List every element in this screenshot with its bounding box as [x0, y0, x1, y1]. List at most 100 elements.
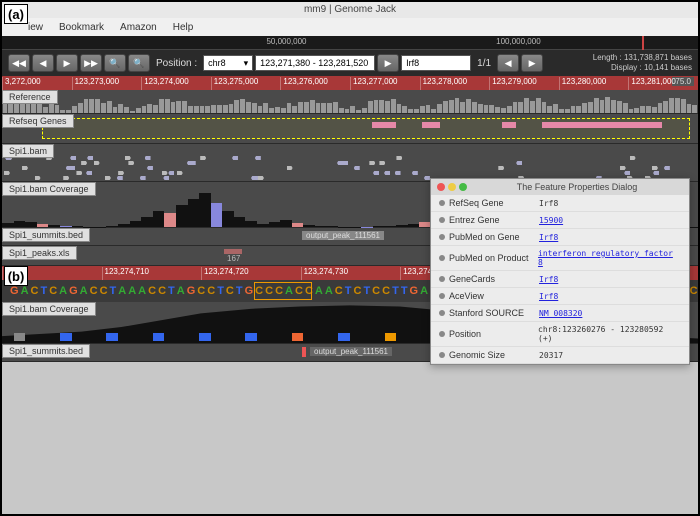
nav-prev-button[interactable]: ◀: [32, 54, 54, 72]
base: C: [158, 285, 168, 297]
property-value[interactable]: Irf8: [539, 233, 558, 242]
motif-highlight-box: [254, 282, 312, 300]
ruler-tick: 123,277,000: [350, 77, 398, 90]
zoom-in-button[interactable]: 🔍: [104, 54, 126, 72]
property-value: chr8:123260276 - 123280592 (+): [538, 325, 681, 343]
dialog-row: AceViewIrf8: [431, 288, 689, 305]
bullet-icon: [439, 331, 445, 337]
genome-info: Length : 131,738,871 bases Display : 10,…: [593, 53, 692, 73]
track-label: Refseq Genes: [2, 114, 74, 128]
nav-next-button[interactable]: ▶: [56, 54, 78, 72]
base: A: [325, 285, 335, 297]
window-title: mm9 | Genome Jack: [2, 2, 698, 18]
base: C: [382, 285, 392, 297]
ov-position-marker: [642, 36, 644, 50]
bullet-icon: [439, 200, 445, 206]
base: C: [207, 285, 217, 297]
property-value[interactable]: 15900: [539, 216, 563, 225]
gene-exon: [542, 122, 662, 128]
property-key: Position: [449, 329, 534, 339]
property-key: PubMed on Gene: [449, 232, 535, 242]
search-prev-button[interactable]: ◀: [497, 54, 519, 72]
reference-track[interactable]: Reference: [2, 90, 698, 114]
bullet-icon: [439, 276, 445, 282]
ruler-tick: 123,280,000: [559, 77, 607, 90]
ruler-tick: 3,272,000: [2, 77, 41, 90]
ruler-tick: 123,274,730: [301, 267, 349, 280]
peak-value: 167: [227, 254, 240, 263]
search-input[interactable]: Irf8: [401, 55, 471, 71]
menu-bookmark[interactable]: Bookmark: [59, 22, 104, 33]
dialog-row: PubMed on Product interferon regulatory f…: [431, 246, 689, 271]
base: A: [128, 285, 138, 297]
ov-tick: 100,000,000: [496, 37, 541, 46]
position-label: Position :: [156, 58, 197, 69]
ruler-a: 75.0 3,272,000123,273,000123,274,000123,…: [2, 76, 698, 90]
refseq-genes-track[interactable]: Refseq Genes: [2, 114, 698, 144]
ruler-tick: 123,279,000: [489, 77, 537, 90]
base: T: [110, 285, 119, 297]
gene-exon: [502, 122, 516, 128]
close-icon[interactable]: [437, 183, 445, 191]
ruler-tick: 123,278,000: [420, 77, 468, 90]
base: C: [49, 285, 59, 297]
property-value[interactable]: Irf8: [539, 292, 558, 301]
base: G: [410, 285, 421, 297]
track-label: Reference: [2, 90, 58, 104]
peak-label: output_peak_111561: [302, 231, 384, 240]
base: C: [197, 285, 207, 297]
property-value[interactable]: NM_008320: [539, 309, 582, 318]
base: G: [10, 285, 21, 297]
base: C: [690, 285, 698, 297]
base: T: [363, 285, 372, 297]
base: A: [59, 285, 69, 297]
minimize-icon[interactable]: [448, 183, 456, 191]
base: C: [148, 285, 158, 297]
toolbar: ◀◀ ◀ ▶ ▶▶ 🔍 🔍 Position : chr8▾ 123,271,3…: [2, 50, 698, 76]
bullet-icon: [439, 217, 445, 223]
dialog-row: PubMed on Gene Irf8: [431, 229, 689, 246]
menu-amazon[interactable]: Amazon: [120, 22, 157, 33]
panel-a-label: (a): [4, 4, 28, 24]
base: A: [420, 285, 430, 297]
chromosome-overview[interactable]: 50,000,000 100,000,000: [2, 36, 698, 50]
bam-track[interactable]: Spi1.bam: [2, 144, 698, 182]
property-key: GeneCards: [449, 274, 535, 284]
chrom-select[interactable]: chr8▾: [203, 55, 253, 71]
base: T: [40, 285, 49, 297]
dialog-titlebar[interactable]: The Feature Properties Dialog: [431, 179, 689, 195]
base: A: [315, 285, 325, 297]
property-key: PubMed on Product: [449, 253, 534, 263]
dialog-row: Position chr8:123260276 - 123280592 (+): [431, 322, 689, 347]
menubar: iew Bookmark Amazon Help: [2, 18, 698, 36]
nav-first-button[interactable]: ◀◀: [8, 54, 30, 72]
zoom-icon[interactable]: [459, 183, 467, 191]
base: C: [372, 285, 382, 297]
dialog-title: The Feature Properties Dialog: [471, 182, 683, 192]
track-label: Spi1_summits.bed: [2, 344, 90, 358]
property-value[interactable]: Irf8: [539, 275, 558, 284]
zoom-out-button[interactable]: 🔍: [128, 54, 150, 72]
bullet-icon: [439, 234, 445, 240]
nav-last-button[interactable]: ▶▶: [80, 54, 102, 72]
search-next-button[interactable]: ▶: [521, 54, 543, 72]
bullet-icon: [439, 310, 445, 316]
base: T: [168, 285, 177, 297]
property-value: Irf8: [539, 199, 558, 208]
base: G: [187, 285, 198, 297]
ruler-tick: 123,274,710: [102, 267, 150, 280]
ruler-tick: 123,274,000: [141, 77, 189, 90]
menu-view[interactable]: iew: [28, 22, 43, 33]
track-label: Spi1_peaks.xls: [2, 246, 77, 260]
bullet-icon: [439, 255, 445, 261]
base: T: [345, 285, 354, 297]
range-input[interactable]: 123,271,380 - 123,281,520: [255, 55, 375, 71]
ruler-tick: 123,281,000: [628, 77, 676, 90]
bullet-icon: [439, 352, 445, 358]
gene-exon: [372, 122, 396, 128]
base: C: [335, 285, 345, 297]
menu-help[interactable]: Help: [173, 22, 194, 33]
property-value[interactable]: interferon regulatory factor 8: [538, 249, 681, 267]
go-button[interactable]: ▶: [377, 54, 399, 72]
feature-properties-dialog: The Feature Properties Dialog RefSeq Gen…: [430, 178, 690, 365]
